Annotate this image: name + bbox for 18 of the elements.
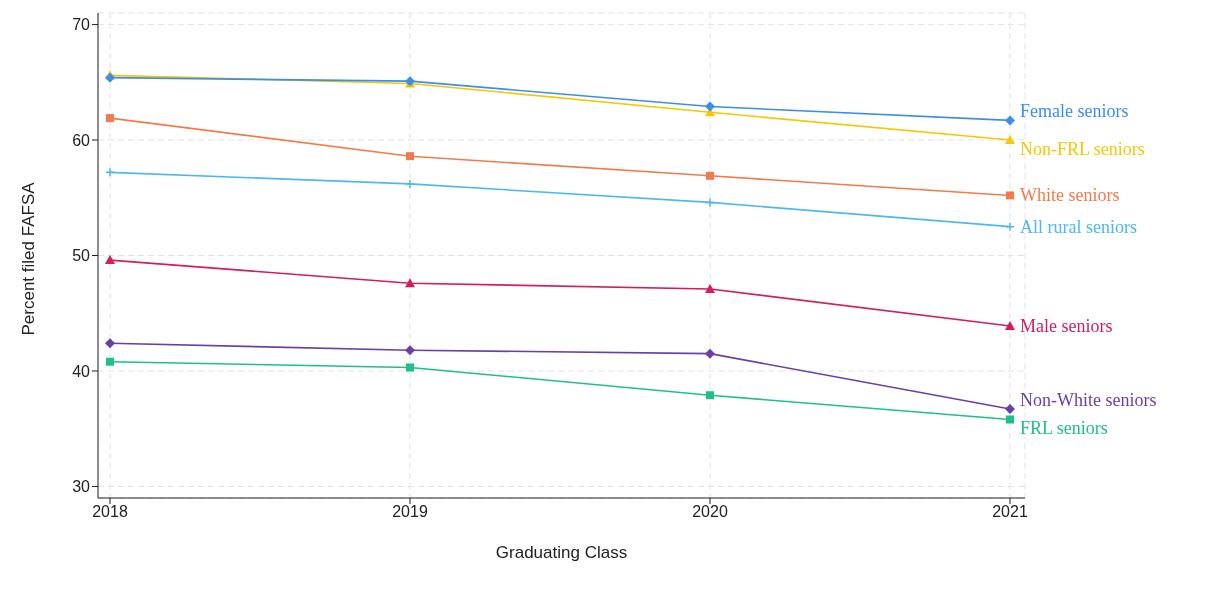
x-tick-label: 2019 — [392, 503, 428, 521]
x-tick-label: 2020 — [692, 503, 728, 521]
series-label: Non-FRL seniors — [1020, 139, 1145, 160]
series-label: Female seniors — [1020, 101, 1129, 122]
series-label: FRL seniors — [1020, 418, 1108, 439]
y-tick-label: 60 — [72, 131, 91, 149]
y-tick-label: 50 — [72, 247, 91, 265]
series-label: White seniors — [1020, 185, 1120, 206]
series-label: Male seniors — [1020, 315, 1113, 336]
x-axis-title: Graduating Class — [495, 543, 628, 562]
x-tick-label: 2021 — [992, 503, 1028, 521]
x-tick-label: 2018 — [92, 503, 128, 521]
y-tick-label: 70 — [72, 16, 91, 34]
y-tick-label: 40 — [72, 362, 91, 380]
series-label: All rural seniors — [1020, 216, 1137, 237]
series-label: Non-White seniors — [1020, 390, 1157, 411]
y-tick-label: 30 — [72, 478, 91, 496]
y-axis-title: Percent filed FAFSA — [19, 181, 39, 336]
